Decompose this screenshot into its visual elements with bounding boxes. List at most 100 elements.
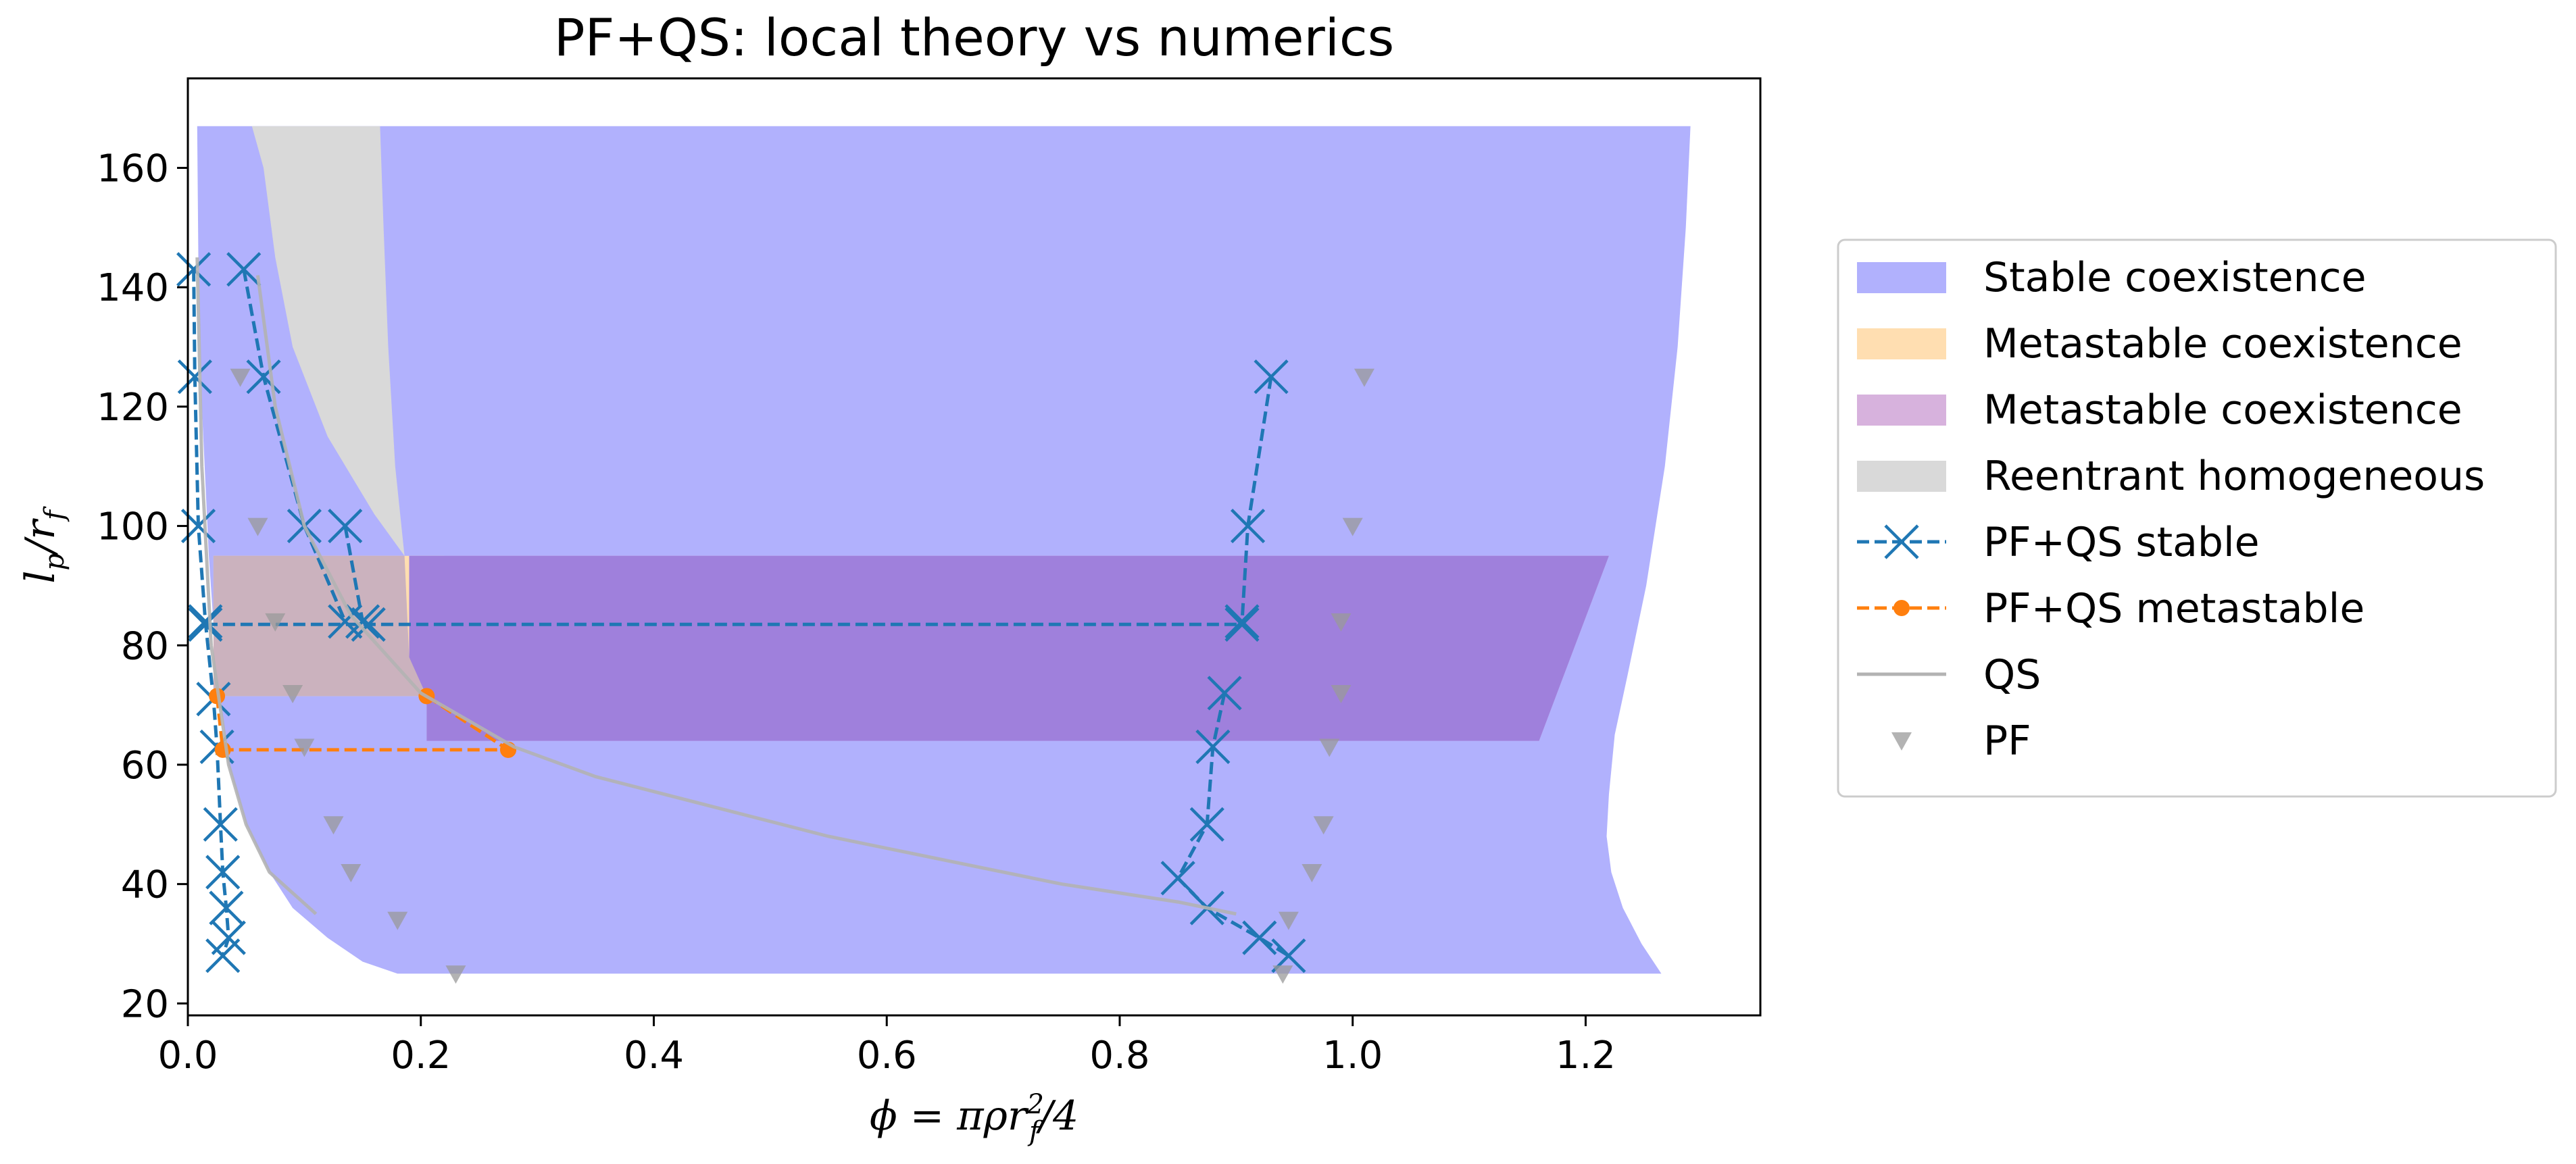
legend-label: Metastable coexistence (1983, 386, 2462, 434)
legend-marker (1884, 524, 1919, 559)
legend-marker (1891, 732, 1912, 751)
series-pf-qs-stable (176, 252, 1306, 973)
data-point-pf-qs-stable-0-0 (176, 252, 212, 287)
series-line-pf-qs-metastable-1 (426, 694, 510, 751)
data-point-pf-qs-stable-3-1 (351, 607, 386, 642)
legend-swatch (1857, 328, 1946, 359)
legend-item-stable-coexistence: Stable coexistence (1857, 254, 2366, 301)
data-point-pf-qs-stable-2-0 (328, 508, 363, 544)
data-point-pf-1 (247, 517, 268, 536)
data-point-pf-5 (323, 816, 344, 835)
data-point-pf-6 (341, 863, 362, 882)
x-tick-label: 1.2 (1556, 1034, 1616, 1078)
x-tick-label: 0.2 (391, 1034, 451, 1078)
region-overlap-0 (409, 555, 1609, 741)
data-point-pf-9 (1354, 368, 1374, 387)
data-point-pf-qs-stable-1-0 (226, 252, 262, 287)
legend-items: Stable coexistence Metastable coexistence… (1857, 254, 2485, 765)
legend-item-metastable-coexistence: Metastable coexistence (1857, 320, 2462, 368)
data-point-pf-14 (1313, 816, 1334, 835)
data-point-pf-qs-stable-5-0 (1207, 676, 1242, 711)
y-axis-label-mid: /r (17, 518, 64, 557)
legend-label: Reentrant homogeneous (1983, 453, 2485, 500)
x-tick-label: 0.0 (157, 1034, 218, 1078)
legend-label: QS (1983, 651, 2041, 699)
legend-label: Metastable coexistence (1983, 320, 2462, 368)
legend-item-qs: QS (1857, 651, 2041, 699)
data-point-pf-7 (387, 911, 408, 930)
y-axis-label-main: l (17, 571, 64, 584)
data-point-pf-qs-stable-0-8 (209, 890, 244, 926)
legend-box (1837, 238, 2557, 798)
x-axis-label-main: ϕ = πρr (870, 1092, 1029, 1140)
data-point-pf-qs-stable-0-3 (188, 604, 223, 639)
y-tick-label: 60 (121, 744, 169, 788)
y-axis-label-sub1: p (39, 553, 70, 571)
series-line-qs-0 (255, 275, 1237, 916)
series-layer (176, 252, 1374, 984)
data-point-pf-qs-stable-4-2 (1224, 604, 1260, 639)
data-point-pf-17 (1272, 965, 1293, 984)
x-tick-label: 1.0 (1322, 1034, 1383, 1078)
y-axis-label-sub2: f (39, 506, 70, 522)
x-axis-label-tail: /4 (1036, 1092, 1079, 1140)
legend-label: PF (1983, 717, 2031, 765)
data-point-pf-qs-stable-5-2 (1189, 807, 1224, 842)
y-tick-label: 140 (97, 266, 169, 310)
data-point-pf-10 (1342, 517, 1363, 536)
legend-item-pf: PF (1891, 717, 2031, 765)
y-tick-label: 160 (97, 147, 169, 191)
series-line-pf-qs-stable-1 (242, 269, 347, 622)
y-tick-label: 100 (97, 505, 169, 549)
y-axis-label: lp/rf (17, 506, 70, 584)
legend-swatch (1857, 262, 1946, 293)
chart-title: PF+QS: local theory vs numerics (554, 7, 1395, 68)
data-point-pf-4 (294, 738, 315, 757)
y-tick-label: 120 (97, 386, 169, 430)
legend-item-pf-qs-stable: PF+QS stable (1857, 519, 2260, 566)
data-point-pf-qs-stable-5-5 (1242, 920, 1277, 955)
legend-label: Stable coexistence (1983, 254, 2366, 301)
legend-swatch (1857, 461, 1946, 492)
data-point-pf-15 (1302, 863, 1322, 882)
x-axis-label-sup: 2 (1026, 1089, 1044, 1120)
data-point-pf-qs-stable-3-0 (188, 607, 223, 642)
data-point-pf-qs-stable-4-1 (1230, 508, 1266, 544)
plot-frame (187, 77, 1762, 1017)
x-axis: 0.0 0.2 0.4 0.6 0.8 1.0 1.2 (157, 1015, 1616, 1078)
data-point-pf-qs-stable-5-3 (1160, 861, 1195, 896)
x-axis-label: ϕ = πρr2 f/4 (870, 1089, 1079, 1147)
data-point-pf-qs-stable-3-2 (1224, 607, 1260, 642)
legend-marker (1893, 600, 1910, 616)
data-point-pf-16 (1278, 911, 1299, 930)
regions-layer (197, 126, 1691, 974)
data-point-pf-12 (1331, 684, 1352, 703)
data-point-pf-2 (265, 613, 286, 632)
y-axis: 20 40 60 80 100 120 140 160 (97, 147, 188, 1026)
legend-item-pf-qs-metastable: PF+QS metastable (1857, 585, 2364, 632)
data-point-pf-0 (230, 368, 251, 387)
legend-label: PF+QS metastable (1983, 585, 2364, 632)
region-stable-coexistence-0 (197, 126, 1691, 974)
data-point-pf-qs-stable-0-6 (203, 807, 238, 842)
y-tick-label: 20 (121, 982, 169, 1026)
data-point-pf-qs-stable-4-0 (1254, 359, 1289, 395)
region-reentrant-homogeneous-3 (251, 126, 405, 556)
data-point-pf-qs-stable-0-7 (205, 855, 241, 890)
data-point-pf-3 (282, 684, 303, 703)
legend-label: PF+QS stable (1983, 519, 2260, 566)
data-point-pf-11 (1331, 613, 1352, 632)
y-tick-label: 80 (121, 624, 169, 668)
data-point-pf-qs-stable-2-1 (345, 604, 380, 639)
legend-swatch (1857, 395, 1946, 426)
x-tick-label: 0.6 (857, 1034, 917, 1078)
series-pf (230, 368, 1374, 984)
legend-item-metastable-coexistence: Metastable coexistence (1857, 386, 2462, 434)
data-point-pf-qs-stable-5-1 (1195, 729, 1231, 765)
y-tick-label: 40 (121, 863, 169, 907)
series-qs (195, 257, 1237, 916)
series-line-pf-qs-stable-2 (343, 526, 365, 622)
legend: Stable coexistence Metastable coexistence… (1837, 238, 2557, 798)
series-line-qs-1 (195, 257, 318, 915)
